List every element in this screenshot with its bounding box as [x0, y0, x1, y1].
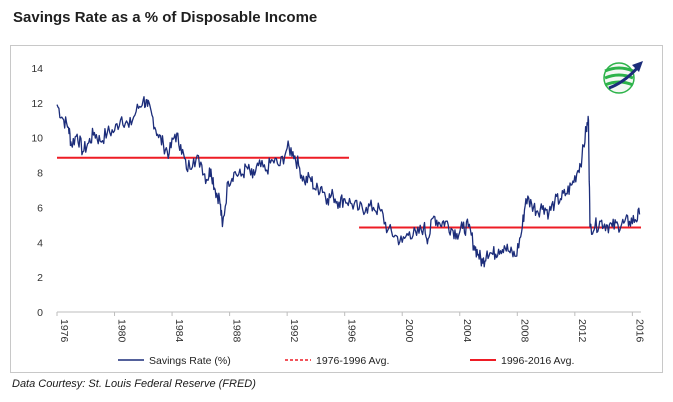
x-tick-label: 2016: [633, 319, 645, 343]
chart-title: Savings Rate as a % of Disposable Income: [13, 9, 318, 26]
y-tick-label: 12: [31, 98, 43, 110]
y-tick-label: 4: [37, 237, 43, 249]
legend-label: 1976-1996 Avg.: [316, 355, 389, 367]
x-tick-label: 1976: [58, 319, 70, 343]
data-source-caption: Data Courtesy: St. Louis Federal Reserve…: [12, 378, 256, 390]
x-tick-label: 2012: [576, 319, 588, 343]
x-tick-label: 2004: [461, 319, 473, 343]
globe-arrow-logo: [603, 61, 643, 94]
y-tick-label: 14: [31, 63, 43, 75]
legend-label: 1996-2016 Avg.: [501, 355, 574, 367]
x-tick-label: 1996: [346, 319, 358, 343]
x-tick-label: 1988: [231, 319, 243, 343]
legend-label: Savings Rate (%): [149, 355, 231, 367]
y-tick-label: 6: [37, 202, 43, 214]
x-tick-label: 1980: [116, 319, 128, 343]
x-tick-label: 2000: [403, 319, 415, 343]
y-tick-label: 2: [37, 272, 43, 284]
savings-rate-series-line: [56, 96, 641, 268]
x-tick-label: 2008: [518, 319, 530, 343]
x-tick-label: 1984: [173, 319, 185, 343]
x-tick-label: 1992: [288, 319, 300, 343]
y-tick-label: 0: [37, 307, 43, 319]
y-tick-label: 10: [31, 133, 43, 145]
y-tick-label: 8: [37, 168, 43, 180]
